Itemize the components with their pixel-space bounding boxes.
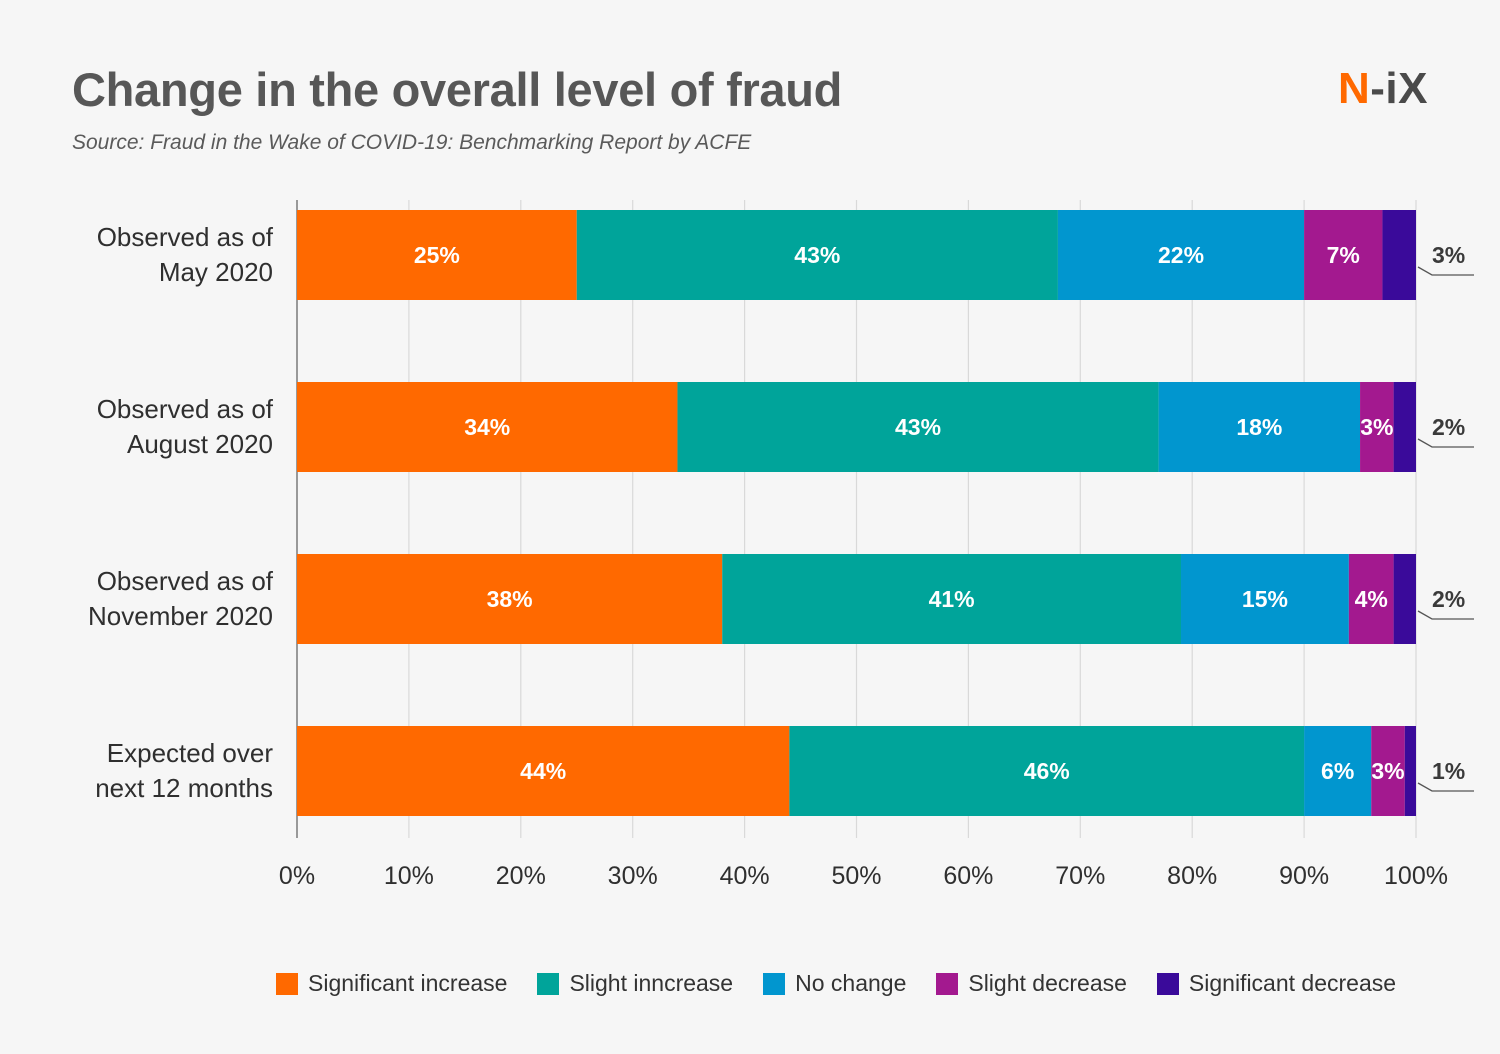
data-label: 2% [1432,414,1465,440]
x-tick-label: 30% [608,862,658,890]
category-label: August 2020 [127,429,273,459]
legend-swatch [936,972,959,995]
bar-segment [1304,210,1383,300]
legend-item: Slight inncrease [537,970,733,997]
data-label: 1% [1432,758,1465,784]
bar-segment [1158,382,1361,472]
x-tick-label: 10% [384,862,434,890]
data-label: 2% [1432,586,1465,612]
bar-segment [1360,382,1394,472]
data-label: 46% [1024,758,1070,784]
bar-segment [297,210,577,300]
data-label: 44% [520,758,566,784]
leader-line [1417,782,1474,792]
x-tick-label: 80% [1167,862,1217,890]
brand-logo: N-iX [1338,64,1428,114]
logo-n: N [1337,64,1371,113]
bar-segment [1371,726,1405,816]
data-label: 43% [794,242,840,268]
x-tick-label: 50% [831,862,881,890]
legend-item: Significant increase [276,970,507,997]
data-label: 18% [1236,414,1282,440]
bar-segment [297,382,678,472]
bar-segment [1304,726,1372,816]
legend-label: Significant increase [308,970,508,996]
data-label: 43% [895,414,941,440]
x-tick-label: 90% [1279,862,1329,890]
x-tick-label: 70% [1055,862,1105,890]
legend-label: Slight inncrease [569,970,734,996]
category-label: Observed as of [97,566,274,596]
data-label: 3% [1371,758,1404,784]
bar-segment [297,554,723,644]
category-label: Observed as of [97,222,274,252]
x-tick-label: 0% [279,862,315,890]
bar-segment [1181,554,1349,644]
data-label: 3% [1360,414,1393,440]
leader-line [1417,438,1474,448]
bar-segment [722,554,1182,644]
data-label: 3% [1432,242,1465,268]
bar-segment [1404,726,1416,816]
data-label: 25% [414,242,460,268]
bar-segment [789,726,1305,816]
x-tick-label: 40% [720,862,770,890]
data-label: 38% [487,586,533,612]
data-label: 7% [1327,242,1360,268]
data-label: 15% [1242,586,1288,612]
logo-rest: -iX [1370,64,1428,113]
data-label: 34% [464,414,510,440]
x-tick-label: 100% [1384,862,1448,890]
bar-segment [677,382,1159,472]
leader-line [1417,266,1474,276]
legend-item: Slight decrease [936,970,1127,997]
bar-segment [1057,210,1305,300]
bar-segment [1348,554,1394,644]
bar-segment [1382,210,1416,300]
bar-segment [297,726,790,816]
legend-item: Significant decrease [1156,970,1397,997]
bar-segment [1393,554,1416,644]
category-label: May 2020 [159,257,273,287]
data-label: 41% [929,586,975,612]
page-subtitle: Source: Fraud in the Wake of COVID-19: B… [72,131,752,154]
x-tick-label: 20% [496,862,546,890]
legend-label: No change [795,970,907,996]
legend-swatch [763,972,786,995]
category-label: next 12 months [95,773,273,803]
legend-swatch [537,972,560,995]
leader-line [1417,610,1474,620]
legend-label: Slight decrease [968,970,1127,996]
category-label: November 2020 [88,601,273,631]
category-label: Observed as of [97,394,274,424]
data-label: 22% [1158,242,1204,268]
bar-segment [576,210,1058,300]
legend-swatch [1156,972,1179,995]
legend-item: No change [763,970,906,997]
legend-swatch [276,972,298,995]
x-tick-label: 60% [943,862,993,890]
bar-segment [1393,382,1416,472]
category-label: Expected over [107,738,274,768]
legend: Significant increase Slight inncrease No c… [276,970,1396,997]
legend-label: Significant decrease [1188,970,1397,996]
data-label: 4% [1355,586,1388,612]
data-label: 6% [1321,758,1354,784]
page-title: Change in the overall level of fraud [72,63,843,116]
